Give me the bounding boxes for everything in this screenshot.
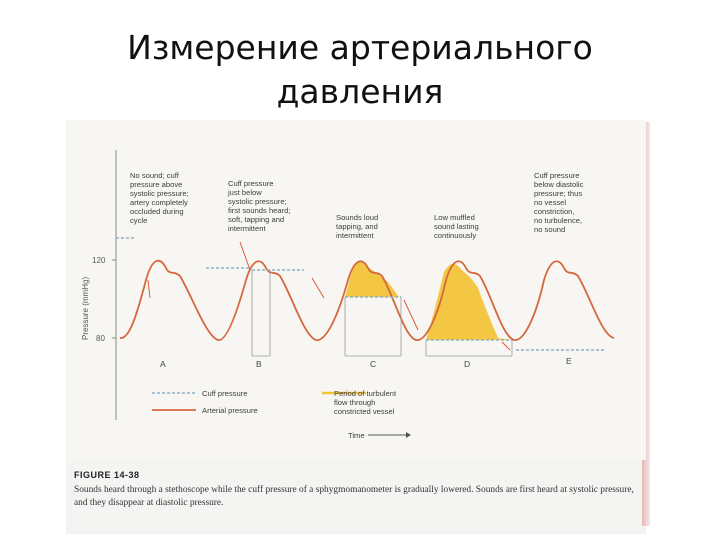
turbulent-fill-d xyxy=(426,263,512,340)
y-tick-label-120: 120 xyxy=(92,256,106,265)
blood-pressure-diagram: 120 80 Pressure (mmHg) A B C D E xyxy=(66,120,646,460)
legend-cuff-label: Cuff pressure xyxy=(202,389,247,398)
figure-caption: FIGURE 14-38 Sounds heard through a stet… xyxy=(74,470,649,510)
annotation-loud: Sounds loud tapping, and intermittent xyxy=(336,213,380,240)
y-axis-label: Pressure (mmHg) xyxy=(81,277,90,340)
legend-arterial-label: Arterial pressure xyxy=(202,406,258,415)
legend-turbulent-label: Period of turbulent flow through constri… xyxy=(334,389,398,416)
annotation-muffled: Low muffled sound lasting continuously xyxy=(434,213,481,240)
annotation-no-sound: No sound; cuff pressure above systolic p… xyxy=(130,171,191,225)
phase-letter-a: A xyxy=(160,359,166,369)
arterial-pressure-curve xyxy=(119,259,615,341)
caption-label: FIGURE 14-38 xyxy=(74,470,140,480)
annotation-arrows xyxy=(147,241,511,351)
phase-letter-c: C xyxy=(370,359,376,369)
annotation-no-turbulence: Cuff pressure below diastolic pressure; … xyxy=(534,171,586,234)
turbulent-fill-c xyxy=(345,261,399,297)
x-axis-label: Time xyxy=(348,431,365,440)
diagram-svg: 120 80 Pressure (mmHg) A B C D E xyxy=(81,150,615,440)
arrow-4 xyxy=(403,299,419,331)
phase-letter-b: B xyxy=(256,359,262,369)
slide-title-line-1: Измерение артериального xyxy=(127,28,593,67)
arrow-2 xyxy=(239,241,251,271)
arrow-3 xyxy=(311,277,325,299)
page-edge xyxy=(642,122,650,526)
caption-text: Sounds heard through a stethoscope while… xyxy=(74,485,634,508)
phase-letter-e: E xyxy=(566,356,572,366)
phase-letter-d: D xyxy=(464,359,470,369)
time-arrow-head xyxy=(406,432,411,438)
y-tick-label-80: 80 xyxy=(96,334,105,343)
arrow-5 xyxy=(501,341,511,351)
slide-title-line-2: давления xyxy=(276,72,444,111)
slide-title: Измерение артериального давления xyxy=(0,26,720,114)
arrow-1 xyxy=(147,279,151,299)
annotation-first-sounds: Cuff pressure just below systolic pressu… xyxy=(227,179,293,233)
